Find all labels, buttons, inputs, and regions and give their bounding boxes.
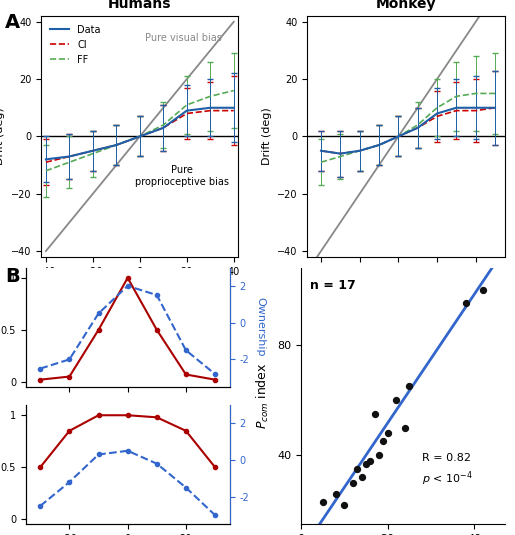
X-axis label: Disparity (deg): Disparity (deg) <box>98 282 181 292</box>
Point <box>479 285 487 294</box>
Y-axis label: Drift (deg): Drift (deg) <box>262 108 272 165</box>
Point <box>332 490 340 498</box>
Text: $p$ < 10$^{-4}$: $p$ < 10$^{-4}$ <box>422 470 473 488</box>
Title: Humans: Humans <box>108 0 171 11</box>
Text: n = 17: n = 17 <box>310 279 355 292</box>
Title: Monkey: Monkey <box>376 0 436 11</box>
Y-axis label: Ownership: Ownership <box>255 297 266 357</box>
Point <box>370 410 379 418</box>
Point <box>340 501 348 509</box>
Text: B: B <box>5 268 20 287</box>
Point <box>405 382 414 391</box>
Point <box>384 429 392 438</box>
Point <box>318 498 327 507</box>
Point <box>353 465 362 473</box>
Y-axis label: $P_{com}$ index: $P_{com}$ index <box>255 363 271 429</box>
Text: Pure
proprioceptive bias: Pure proprioceptive bias <box>135 165 229 187</box>
Text: A: A <box>5 13 20 33</box>
Text: Pure visual bias: Pure visual bias <box>145 33 221 43</box>
X-axis label: Disparity (deg): Disparity (deg) <box>365 282 448 292</box>
Y-axis label: Drift (deg): Drift (deg) <box>0 108 6 165</box>
Point <box>461 299 470 308</box>
Point <box>366 456 374 465</box>
Point <box>375 451 383 460</box>
Point <box>357 473 366 482</box>
Point <box>401 423 409 432</box>
Legend: Data, CI, FF: Data, CI, FF <box>46 21 105 68</box>
Text: R = 0.82: R = 0.82 <box>422 453 471 463</box>
Point <box>392 396 400 404</box>
Point <box>362 459 370 468</box>
Point <box>379 437 387 446</box>
Point <box>349 479 357 487</box>
